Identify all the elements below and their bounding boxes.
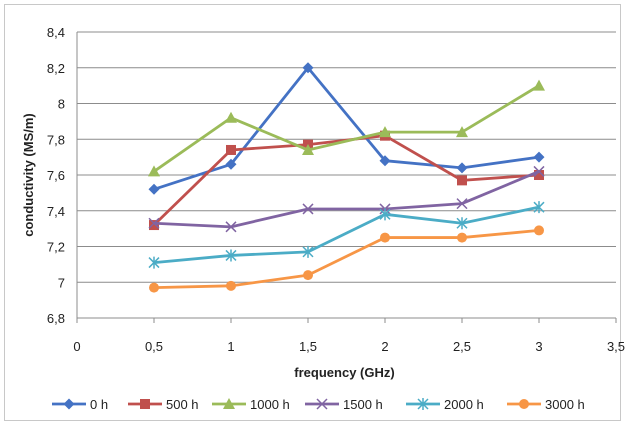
legend-label-2: 1000 h bbox=[250, 397, 290, 412]
y-tick-label: 8 bbox=[58, 97, 65, 112]
data-point-5 bbox=[457, 232, 467, 243]
data-point-4 bbox=[456, 217, 468, 230]
legend-marker-0 bbox=[63, 398, 75, 410]
y-tick-label: 8,4 bbox=[47, 25, 65, 40]
data-point-5 bbox=[534, 225, 544, 236]
y-tick-label: 7,2 bbox=[47, 240, 65, 255]
legend-marker-3 bbox=[316, 398, 328, 410]
legend-marker-1 bbox=[140, 399, 150, 409]
x-tick-label: 2,5 bbox=[453, 339, 471, 354]
data-point-2 bbox=[302, 143, 314, 155]
data-point-5 bbox=[149, 282, 159, 293]
y-tick-label: 7 bbox=[58, 275, 65, 290]
data-point-3 bbox=[225, 221, 237, 233]
data-point-2 bbox=[225, 111, 237, 123]
data-point-1 bbox=[534, 170, 544, 180]
x-tick-label: 0 bbox=[73, 339, 80, 354]
data-point-4 bbox=[302, 245, 314, 258]
data-point-0 bbox=[456, 162, 468, 174]
data-point-2 bbox=[379, 126, 391, 138]
data-point-4 bbox=[533, 201, 545, 214]
y-tick-label: 6,8 bbox=[47, 311, 65, 326]
x-tick-label: 1 bbox=[227, 339, 234, 354]
data-point-0 bbox=[533, 151, 545, 163]
x-tick-label: 2 bbox=[381, 339, 388, 354]
data-point-3 bbox=[302, 203, 314, 215]
legend-marker-5 bbox=[519, 399, 529, 409]
data-point-3 bbox=[148, 217, 160, 229]
series-line-3 bbox=[153, 170, 540, 229]
data-point-1 bbox=[226, 144, 236, 155]
data-point-0 bbox=[148, 183, 160, 195]
data-point-2 bbox=[148, 165, 160, 177]
data-point-1 bbox=[457, 175, 467, 186]
x-axis-title: frequency (GHz) bbox=[294, 365, 394, 380]
y-tick-label: 7,6 bbox=[47, 168, 65, 183]
series-line-1 bbox=[153, 134, 540, 227]
legend-label-1: 500 h bbox=[166, 397, 199, 412]
data-point-4 bbox=[148, 256, 160, 269]
series-line-0 bbox=[153, 66, 540, 191]
data-point-4 bbox=[225, 249, 237, 262]
series-line-5 bbox=[153, 229, 540, 290]
data-point-0 bbox=[302, 62, 314, 74]
legend-marker-4 bbox=[417, 398, 429, 410]
legend-label-5: 3000 h bbox=[545, 397, 585, 412]
data-point-0 bbox=[225, 158, 237, 170]
series-line-4 bbox=[153, 205, 540, 264]
x-tick-label: 0,5 bbox=[145, 339, 163, 354]
y-tick-label: 8,2 bbox=[47, 61, 65, 76]
legend-label-0: 0 h bbox=[90, 397, 108, 412]
data-point-2 bbox=[533, 79, 545, 91]
series-line-2 bbox=[153, 84, 540, 173]
data-point-1 bbox=[149, 220, 159, 231]
data-point-3 bbox=[456, 198, 468, 210]
data-point-2 bbox=[456, 126, 468, 138]
x-tick-label: 3,5 bbox=[607, 339, 625, 354]
x-tick-label: 1,5 bbox=[299, 339, 317, 354]
data-point-5 bbox=[303, 270, 313, 281]
data-point-3 bbox=[533, 165, 545, 177]
y-tick-label: 7,8 bbox=[47, 132, 65, 147]
legend-label-3: 1500 h bbox=[343, 397, 383, 412]
data-point-5 bbox=[226, 280, 236, 291]
data-point-4 bbox=[379, 208, 391, 221]
legend-label-4: 2000 h bbox=[444, 397, 484, 412]
x-tick-label: 3 bbox=[535, 339, 542, 354]
y-tick-label: 7,4 bbox=[47, 204, 65, 219]
legend-marker-2 bbox=[223, 398, 235, 409]
y-axis-title: conductivity (MS/m) bbox=[21, 113, 36, 237]
data-point-5 bbox=[380, 232, 390, 243]
data-point-0 bbox=[379, 155, 391, 167]
